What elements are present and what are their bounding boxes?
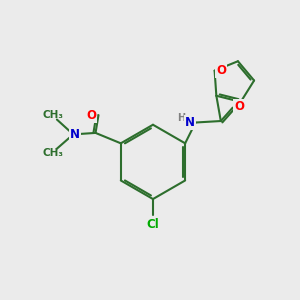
Text: O: O [86,109,96,122]
Text: N: N [185,116,195,129]
Text: Cl: Cl [147,218,159,231]
Text: CH₃: CH₃ [43,110,64,120]
Text: O: O [216,64,226,77]
Text: O: O [234,100,244,113]
Text: H: H [177,113,185,123]
Text: N: N [70,128,80,141]
Text: CH₃: CH₃ [43,148,64,158]
